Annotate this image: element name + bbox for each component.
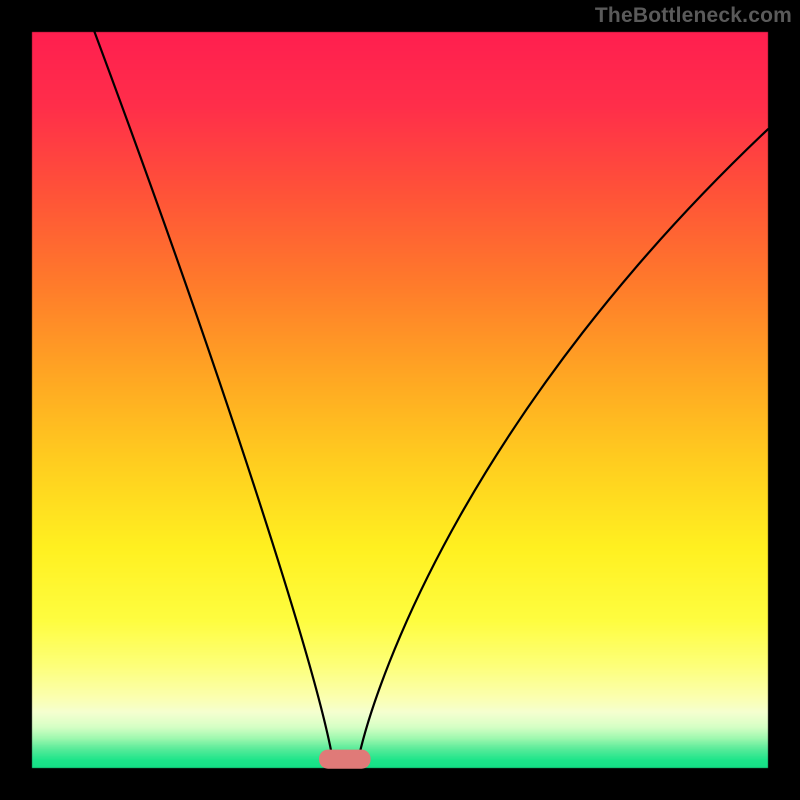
curve-right-branch [359,129,768,757]
bottleneck-chart: TheBottleneck.com [0,0,800,800]
curve-left-branch [95,32,333,757]
optimum-marker [319,750,371,769]
curve-overlay [0,0,800,800]
watermark-text: TheBottleneck.com [595,4,792,28]
